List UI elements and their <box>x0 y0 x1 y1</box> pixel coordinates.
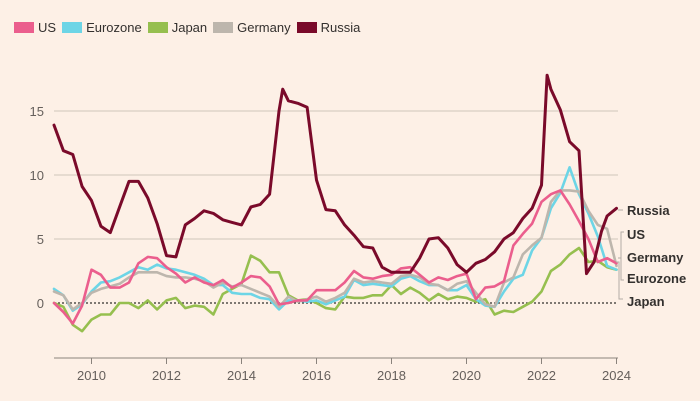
bracket-group <box>620 231 624 281</box>
series-line-germany <box>52 189 618 311</box>
connector-japan <box>616 261 623 300</box>
end-labels: Russia US Germany Eurozone Japan <box>616 203 686 309</box>
series-line-eurozone <box>52 166 618 313</box>
legend-label: Eurozone <box>86 20 142 35</box>
y-axis-ticks: 0 5 10 15 <box>30 104 44 311</box>
legend-swatch <box>296 22 317 33</box>
y-tick-label: 10 <box>30 168 44 183</box>
legend-swatch <box>14 22 34 33</box>
series-line-japan <box>52 246 618 333</box>
gridlines <box>54 110 618 304</box>
x-tick-label: 2016 <box>302 368 331 383</box>
legend-label: Japan <box>171 20 208 35</box>
x-axis: 2010 2012 2014 2016 2018 2020 2022 2024 <box>54 357 631 383</box>
x-tick-label: 2020 <box>452 368 481 383</box>
x-tick-label: 2010 <box>77 368 106 383</box>
series-lines <box>52 73 618 333</box>
legend-swatch <box>62 22 83 33</box>
end-label-us: US <box>627 227 645 242</box>
legend-item-russia: Russia <box>296 20 361 35</box>
y-tick-label: 5 <box>37 232 44 247</box>
legend-label: Russia <box>320 20 361 35</box>
legend-item-eurozone: Eurozone <box>62 20 142 35</box>
end-label-japan: Japan <box>627 294 665 309</box>
x-tick-label: 2012 <box>152 368 181 383</box>
series-line-russia <box>52 73 618 276</box>
x-tick-label: 2018 <box>377 368 406 383</box>
legend-item-us: US <box>14 20 56 35</box>
legend: US Eurozone Japan Germany Russia <box>14 20 366 35</box>
end-label-germany: Germany <box>627 250 684 265</box>
series-line-us <box>52 189 618 325</box>
legend-label: Germany <box>237 20 291 35</box>
y-tick-label: 15 <box>30 104 44 119</box>
x-tick-label: 2024 <box>602 368 631 383</box>
end-label-russia: Russia <box>627 203 670 218</box>
x-tick-label: 2022 <box>527 368 556 383</box>
legend-item-japan: Japan <box>147 20 208 35</box>
end-label-eurozone: Eurozone <box>627 271 686 286</box>
y-tick-label: 0 <box>37 296 44 311</box>
legend-label: US <box>38 20 57 35</box>
x-tick-label: 2014 <box>227 368 256 383</box>
legend-swatch <box>147 22 168 33</box>
legend-swatch <box>213 22 234 33</box>
legend-item-germany: Germany <box>213 20 291 35</box>
